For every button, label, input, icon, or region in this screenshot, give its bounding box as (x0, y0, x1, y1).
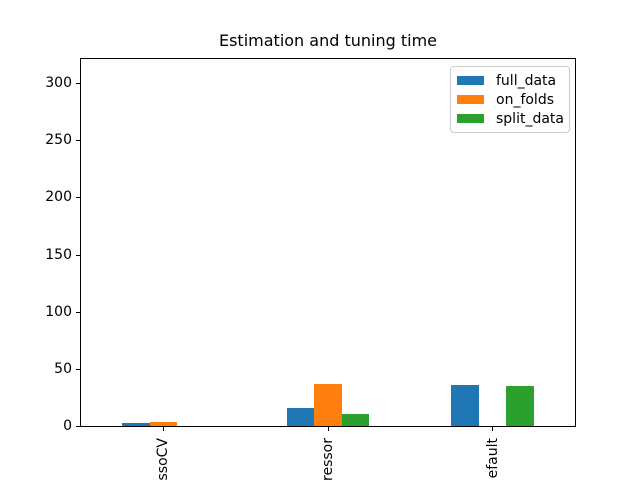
x-tick-label: ressor (320, 438, 336, 480)
y-tick-label: 300 (45, 75, 72, 91)
bar-full_data-ssoCV (122, 422, 150, 426)
bar-on_folds-ressor (314, 384, 342, 426)
legend-swatch-full_data (457, 76, 484, 85)
y-tick-label: 150 (45, 246, 72, 263)
y-tick-label: 50 (54, 360, 72, 377)
bar-split_data-efault (506, 386, 534, 426)
y-tick-label: 0 (63, 418, 72, 434)
y-tick-mark (76, 368, 80, 370)
y-tick-label: 200 (45, 189, 72, 206)
legend-label: on_folds (496, 91, 555, 108)
y-tick-mark (76, 197, 80, 199)
y-tick-label: 100 (45, 303, 72, 320)
legend-label: full_data (496, 72, 557, 89)
legend-swatch-on_folds (457, 95, 484, 104)
x-tick-mark (162, 427, 164, 431)
bar-on_folds-ssoCV (149, 422, 178, 426)
x-tick-mark (492, 427, 494, 431)
bar-split_data-ressor (341, 414, 370, 426)
legend-label: split_data (496, 110, 564, 127)
legend-item-split_data: split_data (457, 109, 569, 128)
y-tick-mark (76, 140, 80, 142)
legend-item-on_folds: on_folds (457, 90, 569, 109)
bar-full_data-efault (451, 385, 479, 426)
y-tick-mark (76, 426, 80, 427)
legend-item-full_data: full_data (457, 71, 569, 90)
legend: full_data on_folds split_data (450, 66, 570, 133)
y-tick-label: 250 (45, 132, 72, 149)
x-tick-mark (327, 427, 329, 431)
x-tick-label: ssoCV (155, 438, 172, 480)
legend-swatch-split_data (457, 114, 484, 123)
chart-title: Estimation and tuning time (218, 31, 437, 50)
y-tick-mark (76, 83, 80, 84)
y-tick-mark (76, 254, 80, 256)
y-tick-mark (76, 311, 80, 313)
bar-full_data-ressor (286, 408, 315, 426)
x-tick-label: efault (484, 438, 501, 479)
